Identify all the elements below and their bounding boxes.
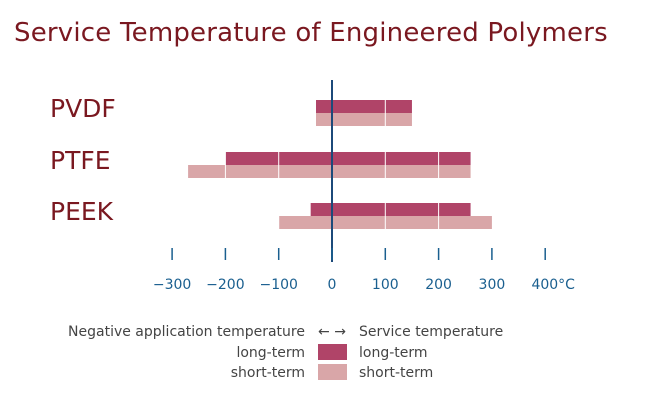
category-label-pvdf: PVDF xyxy=(50,94,116,123)
legend-swatch-short-term xyxy=(318,364,347,380)
bar-long-term-peek xyxy=(310,203,471,216)
bar-short-term-pvdf xyxy=(316,113,412,126)
x-tick-label: 200 xyxy=(425,277,452,293)
legend-short-term-left: short-term xyxy=(231,365,305,381)
x-tick-label: 0 xyxy=(328,277,337,293)
legend-long-term-right: long-term xyxy=(359,345,428,361)
bar-long-term-ptfe xyxy=(225,152,471,165)
chart-title: Service Temperature of Engineered Polyme… xyxy=(14,18,608,48)
x-tick-label: −200 xyxy=(206,277,244,293)
category-labels: PVDF PTFE PEEK xyxy=(50,94,116,226)
axis: −300 −200 −100 0 100 200 300 400°C xyxy=(153,80,575,293)
x-tick-label: 100 xyxy=(372,277,399,293)
legend-header-left: Negative application temperature xyxy=(68,324,305,340)
x-tick-label: 400°C xyxy=(531,277,575,293)
legend: Negative application temperature ← → Servi… xyxy=(68,324,503,381)
bar-long-term-pvdf xyxy=(316,100,412,113)
category-label-peek: PEEK xyxy=(50,197,114,226)
legend-swatch-long-term xyxy=(318,344,347,360)
legend-header-right: Service temperature xyxy=(359,324,503,340)
legend-long-term-left: long-term xyxy=(236,345,305,361)
x-tick-label: 300 xyxy=(479,277,506,293)
category-label-ptfe: PTFE xyxy=(50,146,111,175)
x-tick-label: −100 xyxy=(259,277,297,293)
legend-arrows: ← → xyxy=(318,324,346,340)
bar-short-term-ptfe xyxy=(188,165,471,178)
x-tick-label: −300 xyxy=(153,277,191,293)
legend-short-term-right: short-term xyxy=(359,365,433,381)
bars xyxy=(188,100,492,229)
